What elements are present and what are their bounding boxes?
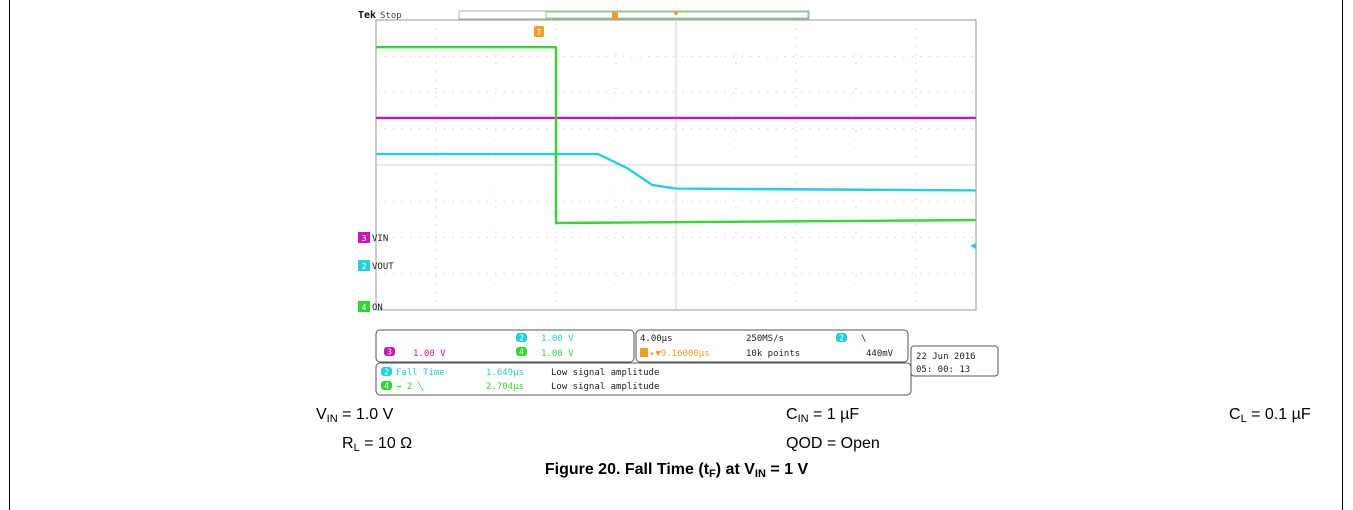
record-length: 10k points xyxy=(746,349,800,359)
ch2-badge-label: 2 xyxy=(519,334,524,343)
waveform-on xyxy=(376,46,977,225)
channel-4-number: 4 xyxy=(362,303,367,312)
trigger-position-marker xyxy=(612,12,618,19)
condition-cl: CL = 0.1 µF xyxy=(1229,406,1311,425)
measurement-2-badge-label: 4 xyxy=(384,382,389,391)
record-overview xyxy=(458,10,810,20)
channel-4-marker xyxy=(358,301,370,312)
run-state: Stop xyxy=(380,11,402,21)
trigger-time-marker-label: T xyxy=(537,28,542,37)
oscilloscope-screenshot: Tek Stop T 3 VIN 2 VOUT 4 ON 2 1.00 V 3 1.00 V 4 1.00 … xyxy=(356,10,1000,400)
measurement-1-name: Fall Time xyxy=(396,368,445,378)
channel-2-label: VOUT xyxy=(372,262,394,272)
channel-4-label: ON xyxy=(372,303,383,313)
ch3-badge xyxy=(384,347,395,356)
ch4-badge-label: 4 xyxy=(519,348,524,357)
ch4-badge xyxy=(516,347,527,356)
trigger-channel-badge xyxy=(836,333,847,342)
expansion-point-marker xyxy=(674,11,678,15)
ch3-badge-label: 3 xyxy=(387,348,392,357)
vertical-settings-panel xyxy=(375,329,635,363)
acquisition-time: 05: 00: 13 xyxy=(916,365,970,375)
condition-cin: CIN = 1 µF xyxy=(786,406,860,425)
trigger-level: 440mV xyxy=(866,349,894,359)
figure-caption: Figure 20. Fall Time (tF) at VIN = 1 V xyxy=(544,461,809,480)
measurement-2-badge xyxy=(381,381,392,390)
datetime-panel xyxy=(910,345,999,377)
trigger-channel-badge-label: 2 xyxy=(839,334,844,343)
brand-logo: Tek xyxy=(358,10,376,21)
sample-rate: 250MS/s xyxy=(746,334,784,344)
measurement-1-badge-label: 2 xyxy=(384,368,389,377)
ch3-scale: 1.00 V xyxy=(413,349,446,359)
channel-3-label: VIN xyxy=(372,234,388,244)
ch4-scale: 1.00 V xyxy=(541,349,574,359)
measurement-1-badge xyxy=(381,367,392,376)
trigger-level-marker xyxy=(970,243,976,249)
condition-vin: VIN = 1.0 V xyxy=(316,406,394,425)
channel-2-marker xyxy=(358,260,370,271)
measurement-2-note: Low signal amplitude xyxy=(551,382,659,392)
measurement-2-value: 2.704µs xyxy=(486,382,524,392)
ch2-badge xyxy=(516,333,527,342)
ch2-scale: 1.00 V xyxy=(541,334,574,344)
channel-2-number: 2 xyxy=(362,262,367,271)
channel-3-marker xyxy=(358,232,370,243)
acquisition-date: 22 Jun 2016 xyxy=(916,352,976,362)
measurements-panel xyxy=(375,362,912,396)
condition-rl: RL = 10 Ω xyxy=(342,435,413,454)
trigger-position: ▸▼9.16000µs xyxy=(650,349,710,359)
condition-qod: QOD = Open xyxy=(786,435,880,452)
figure-frame xyxy=(9,0,1343,510)
channel-3-number: 3 xyxy=(362,234,367,243)
measurement-2-name: → 2 ╲ xyxy=(396,380,424,392)
measurement-1-value: 1.649µs xyxy=(486,368,524,378)
waveform-vout xyxy=(376,152,977,192)
trigger-slope: \ xyxy=(861,334,866,344)
measurement-1-note: Low signal amplitude xyxy=(551,368,659,378)
trigger-time-marker xyxy=(534,26,544,37)
trigger-pos-icon xyxy=(640,348,648,357)
timebase: 4.00µs xyxy=(640,334,673,344)
